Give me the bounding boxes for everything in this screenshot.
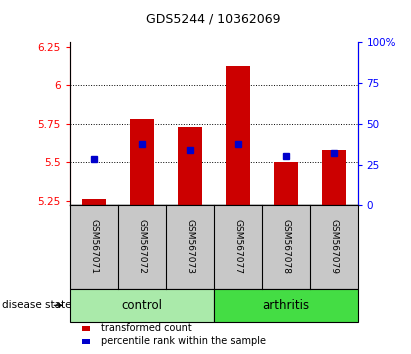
Bar: [226, 65, 250, 205]
Text: percentile rank within the sample: percentile rank within the sample: [101, 336, 266, 346]
Bar: [322, 150, 346, 205]
Text: GSM567078: GSM567078: [281, 219, 290, 274]
Bar: [274, 162, 298, 205]
Bar: [130, 119, 154, 205]
Text: GSM567077: GSM567077: [233, 219, 242, 274]
Text: GSM567072: GSM567072: [137, 219, 146, 274]
Bar: [82, 199, 106, 205]
Text: GSM567079: GSM567079: [329, 219, 338, 274]
Text: GSM567073: GSM567073: [185, 219, 194, 274]
Text: arthritis: arthritis: [262, 299, 309, 312]
Text: transformed count: transformed count: [101, 324, 192, 333]
Bar: [178, 127, 202, 205]
Text: control: control: [121, 299, 162, 312]
Text: GDS5244 / 10362069: GDS5244 / 10362069: [146, 12, 281, 25]
Text: GSM567071: GSM567071: [89, 219, 98, 274]
Text: disease state: disease state: [2, 300, 72, 310]
